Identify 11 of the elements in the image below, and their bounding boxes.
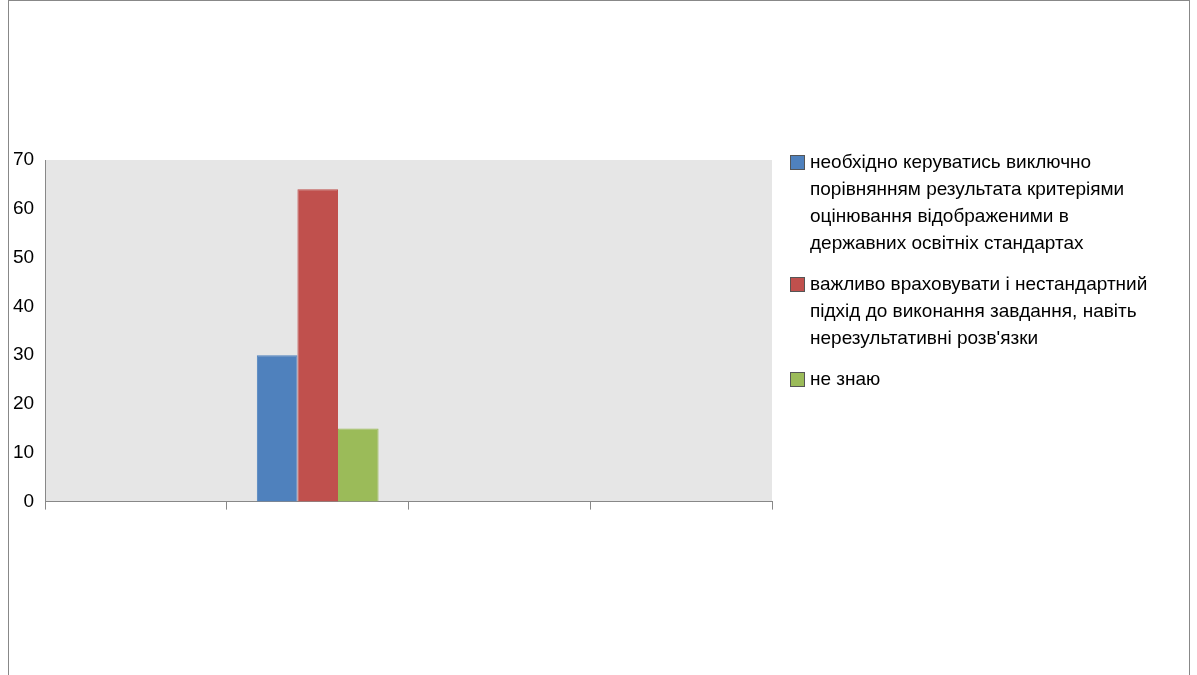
legend-label: важливо враховувати і нестандартний підхід до виконання завдання, навіть нерезультативні розв'язки [810,272,1149,350]
y-tick-label: 60 [12,197,35,219]
y-tick-label: 70 [12,148,35,170]
y-tick-label: 40 [12,294,35,316]
y-tick-label: 20 [12,392,35,414]
y-tick-label: 50 [12,245,35,267]
y-tick-label: 0 [23,489,35,511]
legend-label: необхідно керуватись виключно порівнянням результата критеріями оцінювання відображеними в державних освітніх стандартах [810,150,1126,255]
y-tick-label: 10 [12,441,35,463]
y-tick-label: 30 [12,343,35,365]
legend-label: не знаю [810,367,881,391]
